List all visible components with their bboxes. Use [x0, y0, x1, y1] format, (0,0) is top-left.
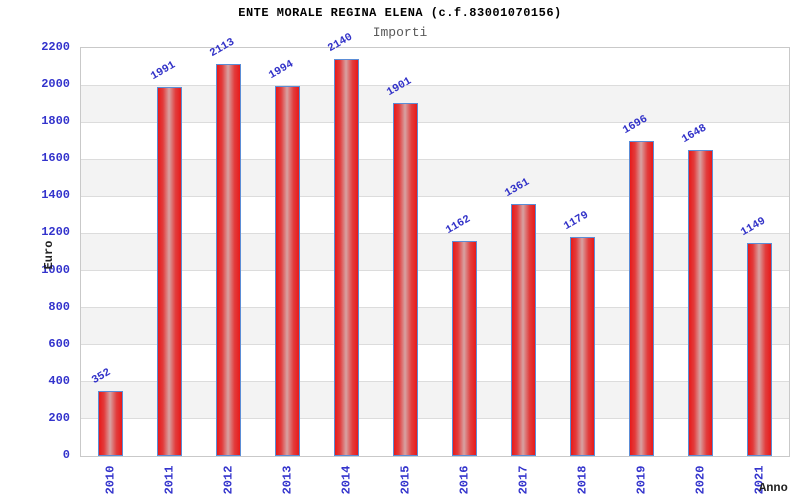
bar-2019	[629, 141, 654, 456]
x-tick-label: 2013	[280, 465, 294, 495]
plot-band	[81, 418, 789, 456]
x-tick-label: 2010	[103, 465, 117, 495]
plot-band	[81, 48, 789, 86]
bar-2011	[157, 86, 182, 456]
gridline	[81, 307, 789, 309]
x-tick-label: 2014	[339, 465, 353, 495]
y-tick-label: 2000	[41, 77, 70, 92]
plot-band	[81, 344, 789, 382]
plot-area: 352 1991 2113 1994 2140 1901 1162 1361 1179 1696 1…	[80, 32, 790, 457]
gridline	[81, 84, 789, 86]
y-tick-label: 600	[48, 336, 70, 351]
y-tick-label: 800	[48, 299, 70, 314]
bar-2012	[216, 64, 241, 456]
x-tick-label: 2011	[162, 465, 176, 495]
chart-subtitle: Importi	[372, 25, 428, 40]
plot-band	[81, 381, 789, 419]
gridline	[81, 158, 789, 160]
y-tick-label: 0	[62, 448, 70, 462]
bar-2016	[452, 240, 477, 456]
bar-2021	[747, 242, 772, 456]
x-tick-label: 2018	[575, 465, 589, 495]
bar-2018	[570, 237, 595, 456]
x-tick-label: 2020	[693, 465, 707, 495]
bar-2013	[275, 86, 300, 456]
gridline	[81, 121, 789, 123]
chart-title: ENTE MORALE REGINA ELENA (c.f.8300107015…	[238, 6, 562, 20]
y-tick-label: 1800	[41, 114, 70, 129]
x-tick-label: 2012	[221, 465, 235, 495]
plot-band	[81, 159, 789, 197]
gridline	[81, 344, 789, 346]
bar-2015	[393, 103, 418, 456]
y-tick-label: 1600	[41, 151, 70, 166]
y-tick-label: 1000	[41, 262, 70, 277]
x-axis-title: Anno	[759, 481, 788, 495]
bar-2010	[98, 390, 123, 456]
bar-2017	[511, 203, 536, 456]
gridline	[81, 195, 789, 197]
y-tick-label: 2200	[41, 40, 70, 54]
y-axis-title: Euro	[42, 240, 56, 270]
plot-band	[81, 196, 789, 234]
y-tick-label: 400	[48, 373, 70, 388]
bar-2014	[334, 59, 359, 456]
plot-band	[81, 270, 789, 308]
gridline	[81, 232, 789, 234]
bar-2020	[688, 150, 713, 456]
x-tick-label: 2015	[398, 465, 412, 495]
gridline	[81, 270, 789, 272]
x-tick-label: 2016	[457, 465, 471, 495]
x-tick-label: 2019	[634, 465, 648, 495]
gridline	[81, 418, 789, 420]
x-tick-label: 2017	[516, 465, 530, 495]
y-tick-label: 200	[48, 410, 70, 425]
plot-band	[81, 122, 789, 160]
plot-band	[81, 307, 789, 345]
gridline	[81, 381, 789, 383]
y-tick-label: 1200	[41, 225, 70, 240]
plot-band	[81, 85, 789, 123]
plot-band	[81, 233, 789, 271]
y-tick-label: 1400	[41, 188, 70, 203]
